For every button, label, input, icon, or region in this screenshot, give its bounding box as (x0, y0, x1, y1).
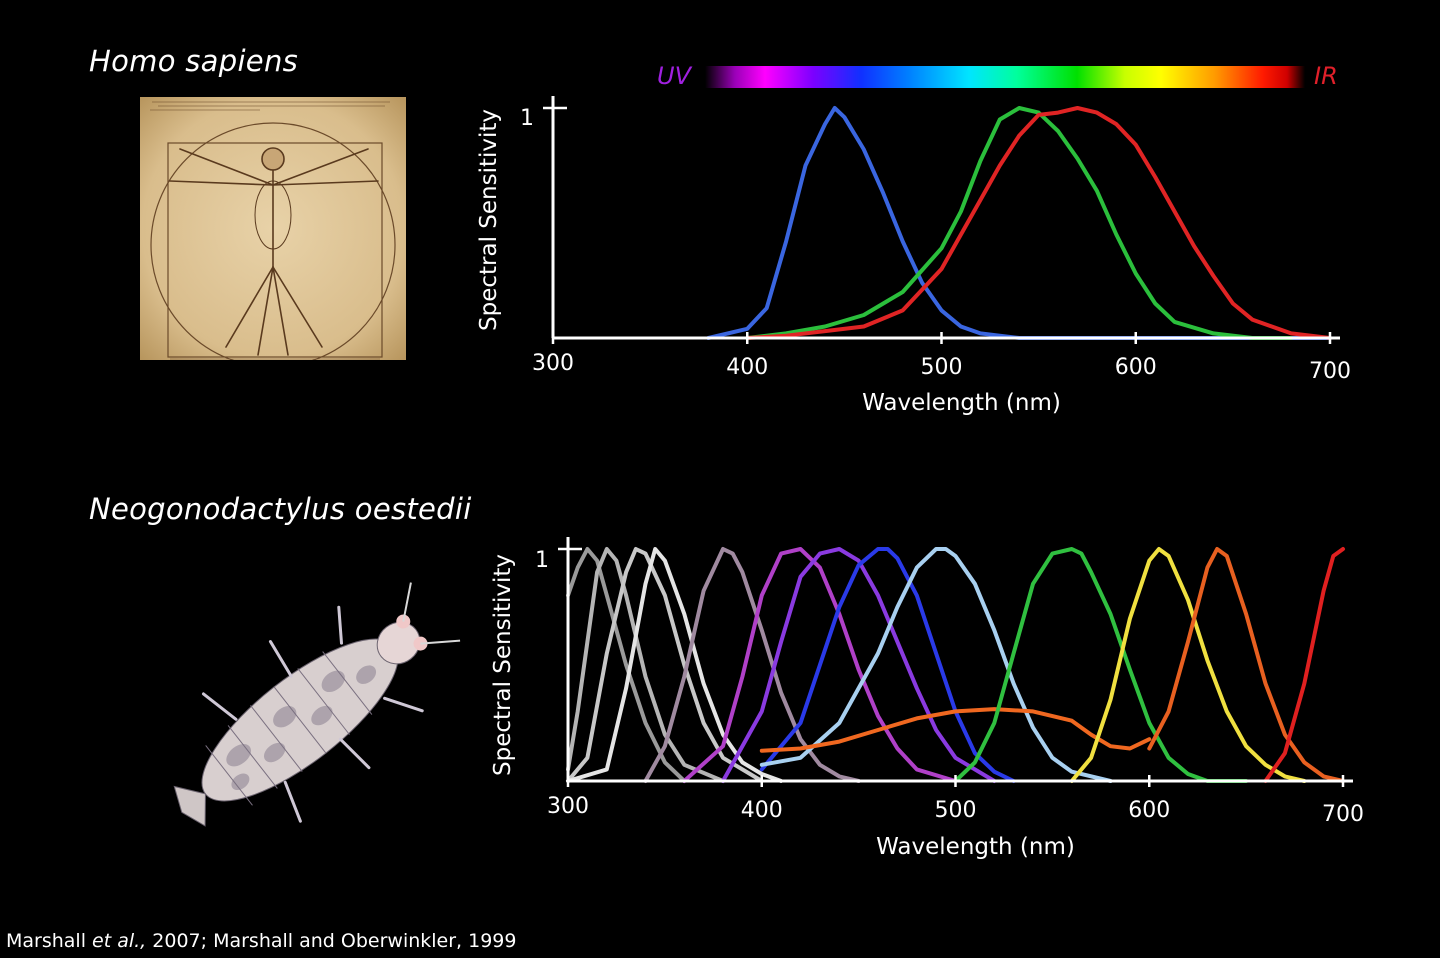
human-series-line-3 (745, 106, 1332, 340)
shrimp-y-tick-label-1: 1 (535, 548, 549, 573)
shrimp-series-line-1 (566, 547, 687, 783)
citation-rest: 2007; Marshall and Oberwinkler, 1999 (146, 930, 517, 952)
shrimp-species-label: Neogonodactylus oestedii (89, 492, 472, 526)
shrimp-x-tick-label-400: 400 (741, 798, 783, 823)
human-y-axis-label: Spectral Sensitivity (476, 109, 502, 331)
shrimp-y-axis-label: Spectral Sensitivity (490, 554, 516, 776)
shrimp-chart: 300 400 500 600 700 1 Wavelength (nm) Spectral … (490, 537, 1364, 860)
citation: Marshall et al., 2007; Marshall and Ober… (6, 930, 516, 952)
shrimp-x-tick-label-600: 600 (1128, 798, 1170, 823)
human-series-line-2 (745, 106, 1294, 340)
shrimp-series-line-12 (1069, 547, 1307, 783)
human-species-label: Homo sapiens (89, 44, 299, 78)
shrimp-x-axis-label: Wavelength (nm) (876, 834, 1075, 860)
human-x-tick-label-300: 300 (532, 351, 574, 376)
human-y-tick-label-1: 1 (520, 106, 534, 131)
shrimp-series-line-8 (759, 547, 1016, 783)
shrimp-series-line-11 (953, 547, 1249, 783)
human-x-tick-label-700: 700 (1309, 359, 1351, 384)
shrimp-x-tick-label-300: 300 (547, 794, 589, 819)
human-series-line-1 (706, 106, 1332, 340)
human-x-tick-label-600: 600 (1115, 355, 1157, 380)
human-chart: 300 400 500 600 700 1 Wavelength (nm) Spectral … (476, 96, 1351, 416)
uv-label: UV (657, 62, 691, 90)
vitruvian-man-image (140, 97, 406, 360)
shrimp-x-tick-label-500: 500 (935, 798, 977, 823)
shrimp-series-line-2 (566, 547, 725, 783)
ir-label: IR (1314, 62, 1338, 90)
human-x-axis-label: Wavelength (nm) (862, 390, 1061, 416)
shrimp-series-line-4 (566, 547, 784, 783)
mantis-shrimp-image (173, 582, 461, 827)
human-x-tick-label-500: 500 (921, 355, 963, 380)
human-x-tick-label-400: 400 (726, 355, 768, 380)
shrimp-series-line-7 (721, 547, 997, 783)
shrimp-series-line-10 (759, 707, 1152, 753)
shrimp-x-tick-label-700: 700 (1322, 802, 1364, 827)
shrimp-series-line-9 (759, 547, 1113, 783)
citation-etal: et al., (92, 930, 147, 952)
color-spectrum-bar (705, 66, 1305, 88)
shrimp-series-line-3 (566, 547, 764, 783)
shrimp-series-line-6 (682, 547, 958, 783)
citation-author: Marshall (6, 930, 86, 952)
shrimp-series-line-14 (1263, 547, 1345, 783)
shrimp-series-line-5 (643, 547, 861, 783)
shrimp-series-line-13 (1147, 547, 1345, 783)
